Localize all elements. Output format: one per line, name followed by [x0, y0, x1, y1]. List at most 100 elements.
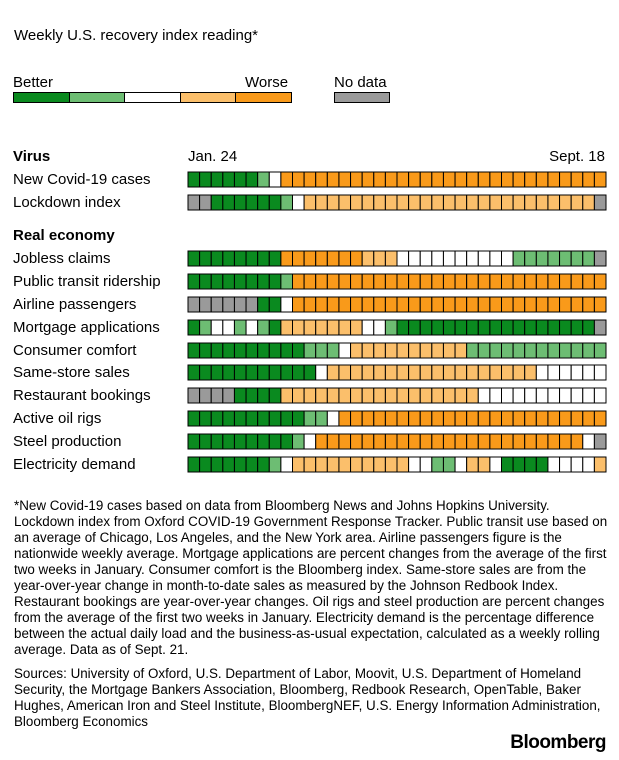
heatmap-cell: [535, 171, 549, 188]
chart-title: Weekly U.S. recovery index reading*: [14, 27, 258, 44]
heatmap-cell: [257, 342, 270, 359]
heatmap-cell: [338, 296, 352, 313]
heatmap-cell: [257, 171, 270, 188]
heatmap-cell: [559, 410, 572, 427]
heatmap-cell: [535, 250, 549, 267]
heatmap-cell: [582, 296, 595, 313]
heatmap-cell: [257, 273, 270, 290]
heatmap-cell: [477, 273, 491, 290]
heatmap-cell: [570, 171, 584, 188]
row-label-same-store: Same-store sales: [13, 364, 130, 381]
heatmap-cell: [210, 171, 224, 188]
heatmap-cell: [524, 342, 537, 359]
heatmap-cell: [361, 319, 375, 336]
heatmap-cell: [350, 296, 363, 313]
heatmap-cell: [524, 456, 537, 473]
heatmap-cell: [547, 319, 561, 336]
heatmap-cell: [454, 410, 468, 427]
row-label-lockdown: Lockdown index: [13, 194, 121, 211]
heatmap-cell: [361, 273, 375, 290]
heatmap-cell: [442, 273, 456, 290]
heatmap-cell: [280, 410, 294, 427]
sources: Sources: University of Oxford, U.S. Depa…: [14, 666, 601, 729]
heatmap-cell: [187, 410, 201, 427]
heatmap-cell: [547, 410, 561, 427]
heatmap-cell: [199, 250, 212, 267]
heatmap-cell: [187, 319, 201, 336]
heatmap-cell: [245, 296, 259, 313]
heatmap-cell: [257, 194, 270, 211]
heatmap-cell: [222, 319, 235, 336]
heatmap-cell: [454, 171, 468, 188]
heatmap-cell: [477, 387, 491, 404]
heatmap-cell: [233, 250, 247, 267]
heatmap-cell: [512, 342, 526, 359]
heatmap-cell: [419, 456, 433, 473]
heatmap-cell: [326, 387, 340, 404]
heatmap-cell: [408, 433, 421, 450]
heatmap-cell: [268, 273, 282, 290]
heatmap-cell: [338, 433, 352, 450]
heatmap-cell: [535, 194, 549, 211]
heatmap-cell: [547, 273, 561, 290]
heatmap-cell: [419, 296, 433, 313]
heatmap-cell: [233, 433, 247, 450]
heatmap-cell: [489, 250, 503, 267]
heatmap-cell: [303, 194, 317, 211]
heatmap-cell: [326, 250, 340, 267]
heatmap-cell: [303, 250, 317, 267]
heatmap-cell: [512, 250, 526, 267]
heatmap-cell: [431, 296, 444, 313]
heatmap-cell: [257, 433, 270, 450]
heatmap-cell: [431, 387, 444, 404]
heatmap-cell: [257, 410, 270, 427]
heatmap-cell: [582, 456, 595, 473]
heatmap-cell: [477, 296, 491, 313]
heatmap-cell: [199, 296, 212, 313]
heatmap-cell: [268, 456, 282, 473]
heatmap-cell: [489, 342, 503, 359]
heatmap-cell: [280, 319, 294, 336]
heatmap-cell: [245, 194, 259, 211]
heatmap-cell: [292, 456, 305, 473]
heatmap-cell: [547, 387, 561, 404]
heatmap-cell: [570, 194, 584, 211]
heatmap-cell: [315, 364, 328, 381]
heatmap-cell: [292, 319, 305, 336]
heatmap-cell: [187, 364, 201, 381]
heatmap-cell: [292, 296, 305, 313]
heatmap-cell: [384, 342, 398, 359]
heatmap-cell: [477, 171, 491, 188]
heatmap-cell: [257, 250, 270, 267]
heatmap-cell: [396, 433, 410, 450]
section-title-real-economy: Real economy: [13, 227, 115, 244]
heatmap-cell: [233, 273, 247, 290]
heatmap-cell: [442, 364, 456, 381]
legend-swatch-orange: [235, 92, 292, 103]
heatmap-cell: [233, 410, 247, 427]
heatmap-cell: [373, 387, 386, 404]
heatmap-cell: [547, 456, 561, 473]
heatmap-cell: [384, 273, 398, 290]
heatmap-cell: [431, 456, 444, 473]
heatmap-cell: [361, 171, 375, 188]
heatmap-cell: [559, 273, 572, 290]
heatmap-cell: [593, 387, 607, 404]
heatmap-cell: [454, 342, 468, 359]
heatmap-cell: [303, 171, 317, 188]
legend-nodata-label: No data: [334, 74, 387, 91]
heatmap-cell: [268, 194, 282, 211]
heatmap-cell: [431, 319, 444, 336]
heatmap-cell: [338, 364, 352, 381]
heatmap-cell: [315, 410, 328, 427]
heatmap-cell: [466, 250, 479, 267]
heatmap-cell: [442, 250, 456, 267]
heatmap-cell: [559, 319, 572, 336]
heatmap-cell: [408, 171, 421, 188]
heatmap-cell: [280, 364, 294, 381]
heatmap-cell: [350, 456, 363, 473]
heatmap-cell: [361, 296, 375, 313]
heatmap-cell: [419, 194, 433, 211]
heatmap-cell: [524, 433, 537, 450]
heatmap-cell: [477, 319, 491, 336]
